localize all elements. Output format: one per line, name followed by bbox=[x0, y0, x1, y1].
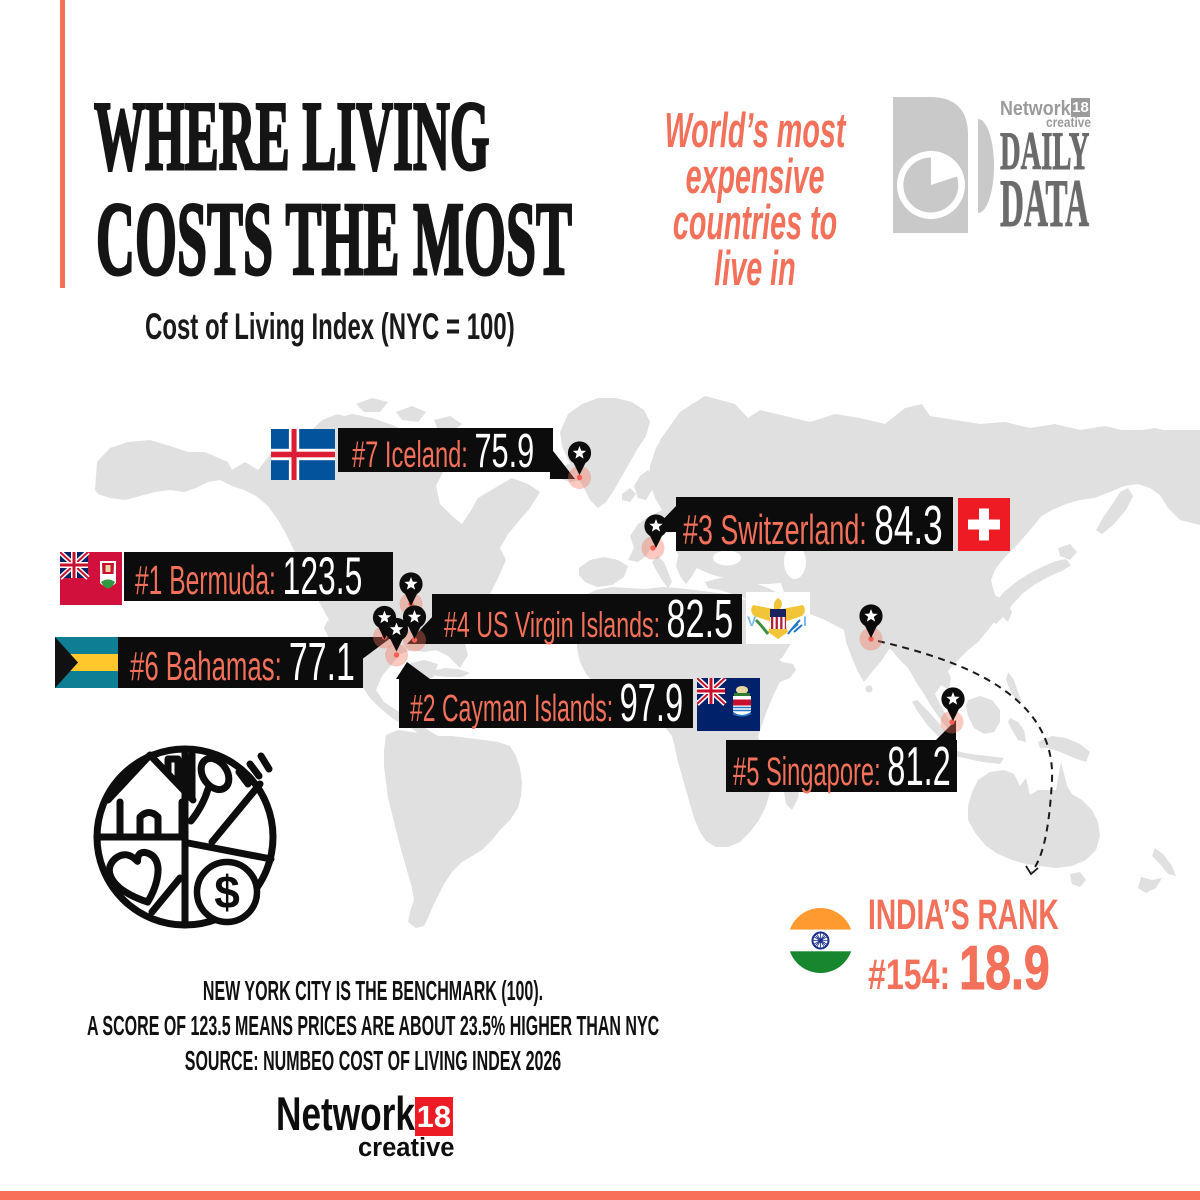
svg-text:I: I bbox=[803, 613, 807, 629]
svg-text:V: V bbox=[747, 613, 757, 629]
svg-text:$: $ bbox=[214, 866, 240, 918]
